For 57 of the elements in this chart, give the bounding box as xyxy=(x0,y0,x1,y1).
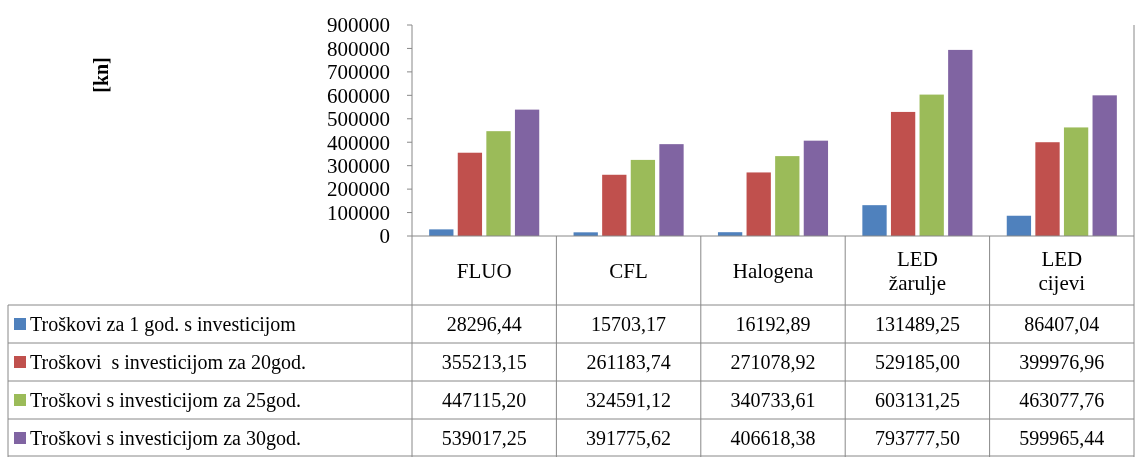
y-tick-label: 200000 xyxy=(327,177,390,202)
bar xyxy=(1035,142,1060,236)
legend-label: Troškovi s investicijom za 25god. xyxy=(30,389,301,412)
data-label: 355213,15 xyxy=(441,351,527,373)
bar xyxy=(486,131,511,236)
y-tick-label: 300000 xyxy=(327,154,390,179)
data-label: 340733,61 xyxy=(730,389,816,411)
bar xyxy=(514,109,540,236)
data-label: 131489,25 xyxy=(874,313,960,335)
data-label: 603131,25 xyxy=(874,389,960,411)
data-label: 529185,00 xyxy=(874,351,960,373)
x-tick-label: LED cijevi xyxy=(1038,246,1086,295)
data-label: 406618,38 xyxy=(730,427,816,449)
y-tick-label: 700000 xyxy=(327,60,390,85)
y-tick-label: 400000 xyxy=(327,130,390,155)
bar xyxy=(659,144,684,236)
bar xyxy=(948,49,973,236)
bar xyxy=(1092,95,1117,236)
x-tick-label: CFL xyxy=(609,258,648,283)
bar xyxy=(919,94,944,236)
y-tick-label: 900000 xyxy=(327,13,390,38)
data-label: 447115,20 xyxy=(442,389,527,411)
data-label: 261183,74 xyxy=(586,351,671,373)
y-tick-label: 500000 xyxy=(327,107,390,132)
bar xyxy=(457,152,483,236)
data-label: 15703,17 xyxy=(591,313,667,335)
legend-label: Troškovi za 1 god. s investicijom xyxy=(30,313,297,336)
y-tick-label: 800000 xyxy=(327,36,390,61)
bar xyxy=(862,205,887,236)
data-label: 28296,44 xyxy=(446,313,522,335)
bar xyxy=(630,159,656,236)
y-tick-label: 600000 xyxy=(327,83,390,108)
bar xyxy=(803,140,829,236)
data-label: 391775,62 xyxy=(586,427,672,449)
data-label: 86407,04 xyxy=(1024,313,1100,335)
bar xyxy=(890,111,916,236)
legend-label: Troškovi s investicijom za 30god. xyxy=(30,427,301,450)
x-tick-label: Halogena xyxy=(732,258,814,283)
bar xyxy=(1006,215,1032,236)
legend-label: Troškovi s investicijom za 20god. xyxy=(30,351,306,374)
data-label: 793777,50 xyxy=(874,427,960,449)
data-label: 599965,44 xyxy=(1019,427,1105,449)
y-tick-label: 0 xyxy=(379,224,390,249)
data-label: 539017,25 xyxy=(441,427,527,449)
x-tick-label: FLUO xyxy=(456,258,512,283)
data-label: 399976,96 xyxy=(1019,351,1105,373)
data-label: 16192,89 xyxy=(735,313,811,335)
x-tick-label: LED žarulje xyxy=(888,246,946,295)
data-label: 324591,12 xyxy=(586,389,672,411)
y-tick-label: 100000 xyxy=(327,200,390,225)
text: [kn] xyxy=(90,57,112,93)
bar xyxy=(775,156,800,236)
data-label: 463077,76 xyxy=(1019,389,1105,411)
bar xyxy=(1063,127,1089,236)
bar xyxy=(602,174,627,236)
bar xyxy=(746,172,771,236)
data-label: 271078,92 xyxy=(730,351,816,373)
